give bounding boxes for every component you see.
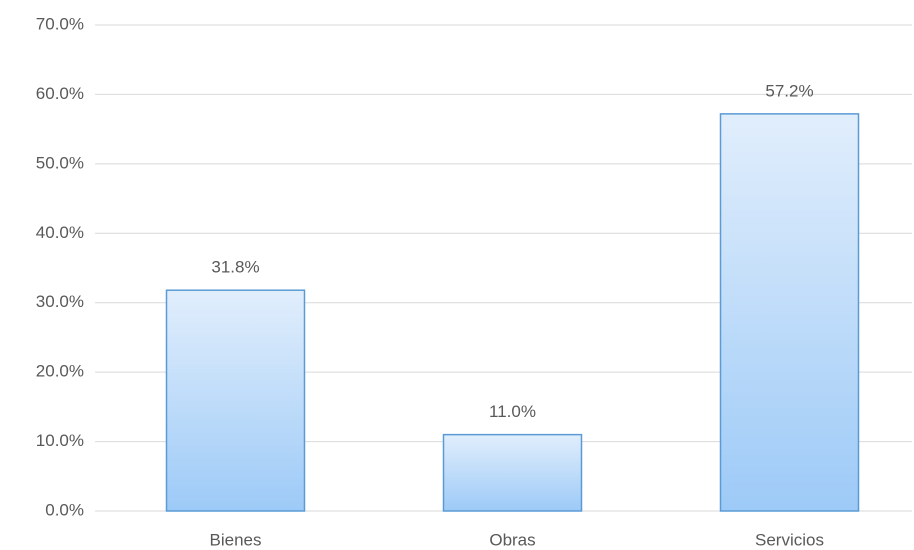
data-label: 57.2%	[765, 81, 813, 100]
y-tick-label: 60.0%	[36, 84, 84, 103]
y-tick-label: 20.0%	[36, 362, 84, 381]
data-label: 31.8%	[211, 258, 259, 277]
y-tick-label: 30.0%	[36, 292, 84, 311]
x-tick-label: Bienes	[210, 530, 262, 549]
bar	[442, 433, 583, 512]
y-tick-label: 10.0%	[36, 431, 84, 450]
bar	[719, 113, 860, 512]
y-tick-label: 0.0%	[45, 500, 84, 519]
data-label: 11.0%	[489, 402, 536, 421]
x-tick-label: Obras	[489, 530, 535, 549]
y-tick-label: 50.0%	[36, 153, 84, 172]
y-tick-label: 40.0%	[36, 223, 84, 242]
y-tick-label: 70.0%	[36, 14, 84, 33]
bar	[165, 289, 306, 512]
x-tick-label: Servicios	[755, 530, 824, 549]
